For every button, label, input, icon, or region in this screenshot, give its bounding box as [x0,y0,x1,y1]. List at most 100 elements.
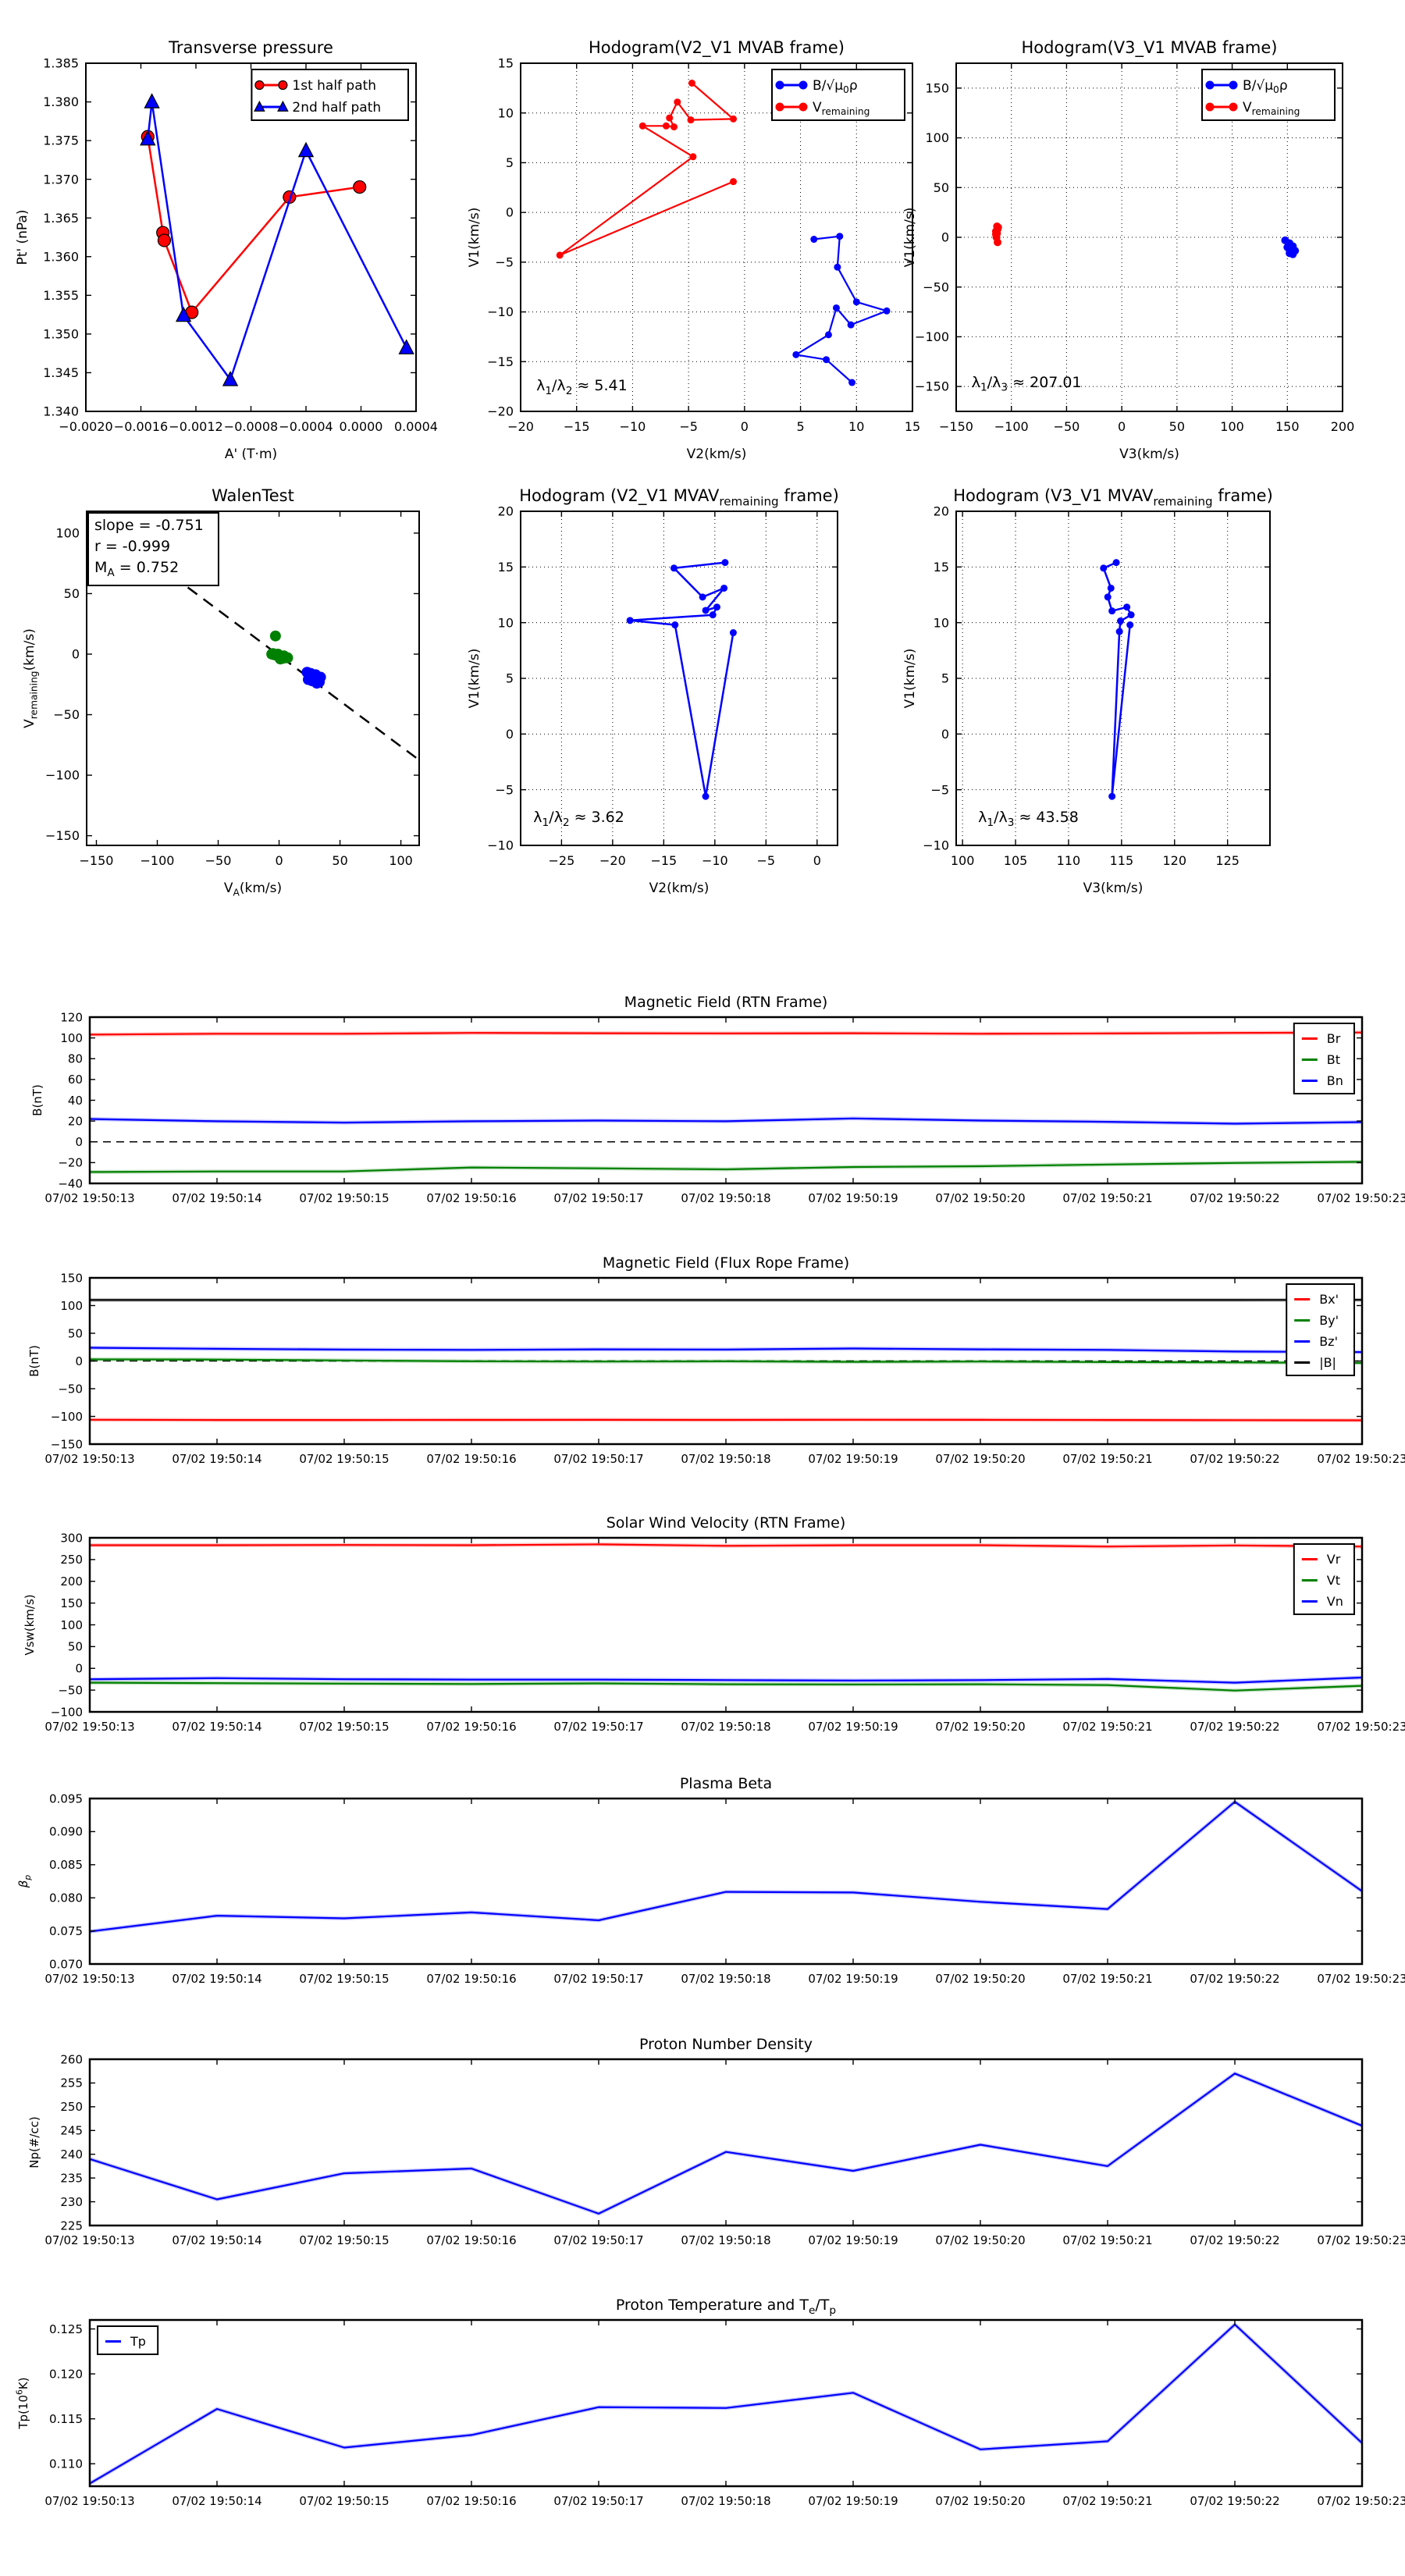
plot-annotation: λ1/λ2 ≈ 3.62 [533,809,624,829]
x-axis-label: V2(km/s) [687,447,747,462]
y-tick-label: −50 [923,279,949,294]
y-tick-label: 0.110 [49,2457,83,2471]
x-tick-label: 07/02 19:50:13 [44,1452,134,1466]
x-tick-label: 07/02 19:50:21 [1062,1972,1152,1986]
x-tick-label: 07/02 19:50:18 [681,1452,770,1466]
y-tick-label: −5 [930,782,949,797]
y-tick-label: 1.385 [43,56,79,71]
x-tick-label: 07/02 19:50:22 [1190,2233,1279,2247]
stats-box: slope = -0.751 r = -0.999 MA = 0.752 [87,512,219,586]
y-tick-label: −150 [915,379,949,394]
svg-text:B/√μ0ρ: B/√μ0ρ [1243,78,1288,95]
y-tick-label: 0.120 [49,2367,83,2381]
x-tick-label: −50 [205,853,232,868]
x-tick-label: −150 [80,853,114,868]
x-tick-label: 115 [1110,853,1134,868]
y-tick-label: 150 [60,1596,83,1610]
y-tick-label: 1.355 [43,288,79,303]
plot-title: Hodogram (V3_V1 MVAVremaining frame) [953,486,1273,508]
series-mag-rtn [90,1030,1362,1174]
x-tick-label: 07/02 19:50:23 [1317,1972,1405,1986]
x-tick-label: 07/02 19:50:23 [1317,2494,1405,2508]
y-tick-label: 15 [934,560,949,575]
x-tick-label: 125 [1215,853,1240,868]
y-axis-label: B(nT) [27,1345,41,1377]
plot-title: Magnetic Field (Flux Rope Frame) [603,1254,849,1272]
legend-mag-rtn: Br Bt Bn [1293,1023,1356,1094]
y-tick-label: 1.340 [43,404,79,419]
x-tick-label: 15 [905,419,920,434]
x-tick-label: 07/02 19:50:14 [172,1720,261,1734]
y-tick-label: −50 [58,1683,83,1697]
x-tick-label: 07/02 19:50:13 [44,1720,134,1734]
plot-hodogram-v3v1-mvab: −150 −100 −50 0 50 100 150 200 −150 −100 −50 0 50 100… [902,38,1354,462]
x-tick-label: 07/02 19:50:23 [1317,1720,1405,1734]
series-hodogram-v3v1-mvav [1100,559,1135,800]
x-tick-label: 07/02 19:50:20 [935,1720,1025,1734]
y-tick-label: −10 [923,838,949,853]
x-tick-label: 110 [1057,853,1081,868]
x-tick-label: −25 [549,853,575,868]
y-tick-label: −50 [53,707,80,722]
svg-text:B/√μ0ρ: B/√μ0ρ [813,78,858,95]
x-tick-label: 0 [275,853,283,868]
y-tick-label: 245 [60,2124,83,2138]
y-axis-label: Vsw(km/s) [23,1594,37,1655]
y-tick-label: 60 [68,1073,83,1087]
y-tick-label: −10 [487,304,514,319]
series-hodogram-v2v1-mvav [626,559,737,800]
x-tick-label: 07/02 19:50:16 [426,1191,516,1205]
y-axis-label: Pt' (nPa) [15,210,30,265]
y-tick-label: −150 [51,1437,83,1451]
x-axis-label: VA(km/s) [224,881,282,898]
x-tick-label: 120 [1162,853,1186,868]
y-tick-label: −100 [915,329,949,344]
y-tick-label: 20 [68,1114,83,1128]
x-tick-label: 07/02 19:50:23 [1317,2233,1405,2247]
y-tick-label: 0.090 [49,1825,83,1839]
svg-text:Vremaining: Vremaining [1243,100,1300,117]
y-tick-label: 100 [60,1618,83,1632]
x-tick-label: 07/02 19:50:23 [1317,1191,1405,1205]
x-tick-label: −0.0008 [224,419,278,434]
svg-text:2nd half path: 2nd half path [292,100,381,116]
x-tick-label: 07/02 19:50:18 [681,1720,770,1734]
x-tick-label: 100 [951,853,975,868]
series-hodogram-v2v1-mvab [556,79,891,386]
y-tick-label: 150 [925,80,949,95]
y-tick-label: 1.360 [43,249,79,264]
x-tick-label: 07/02 19:50:17 [553,1452,643,1466]
svg-text:Vr: Vr [1327,1552,1341,1567]
y-axis-label: Tp(106K) [15,2377,30,2429]
x-tick-label: −150 [939,419,973,434]
x-tick-label: 0 [1118,419,1126,434]
x-tick-label: 07/02 19:50:18 [681,2233,770,2247]
x-tick-label: 07/02 19:50:17 [553,2494,643,2508]
y-tick-label: 1.365 [43,211,79,226]
y-tick-label: 0 [75,1354,83,1368]
plot-title: Proton Number Density [639,2036,813,2053]
svg-text:Bn: Bn [1327,1073,1343,1088]
y-tick-label: 250 [60,2100,83,2114]
plot-mag-fluxrope: 07/02 19:50:13 07/02 19:50:14 07/02 19:50:… [27,1254,1405,1466]
x-tick-label: 07/02 19:50:21 [1062,1452,1152,1466]
y-tick-label: 0 [75,1662,83,1676]
x-tick-label: 07/02 19:50:13 [44,1972,134,1986]
x-tick-label: 07/02 19:50:20 [935,2233,1025,2247]
y-tick-label: 50 [934,180,949,195]
x-tick-label: 07/02 19:50:21 [1062,1191,1152,1205]
y-tick-label: 1.345 [43,365,79,380]
plot-title: Hodogram(V2_V1 MVAB frame) [589,38,845,58]
x-tick-label: 07/02 19:50:21 [1062,2494,1152,2508]
x-tick-label: 150 [1275,419,1300,434]
y-tick-label: −20 [58,1156,83,1170]
y-tick-label: 0.075 [49,1924,83,1938]
y-tick-label: 0.070 [49,1957,83,1971]
svg-text:By': By' [1319,1313,1339,1328]
series-proton-temp [90,2322,1362,2485]
svg-text:Br: Br [1327,1031,1341,1046]
plot-hodogram-v2v1-mvab: −20 −15 −10 −5 0 5 10 15 −20 −15 −10 −5 0 5 10 15 Hodogr… [467,38,920,462]
x-tick-label: 07/02 19:50:14 [172,1191,261,1205]
x-tick-label: 07/02 19:50:17 [553,2233,643,2247]
